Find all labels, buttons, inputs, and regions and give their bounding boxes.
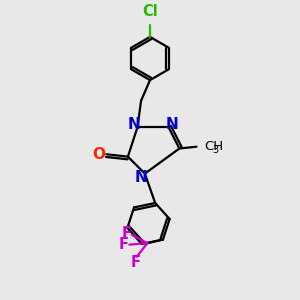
Text: CH: CH <box>205 140 224 153</box>
Text: F: F <box>130 255 140 270</box>
Text: Cl: Cl <box>142 4 158 20</box>
Text: N: N <box>127 117 140 132</box>
Text: N: N <box>135 170 147 185</box>
Text: F: F <box>122 226 131 241</box>
Text: F: F <box>118 237 128 252</box>
Text: 3: 3 <box>212 145 218 155</box>
Text: N: N <box>166 117 179 132</box>
Text: O: O <box>92 147 105 162</box>
